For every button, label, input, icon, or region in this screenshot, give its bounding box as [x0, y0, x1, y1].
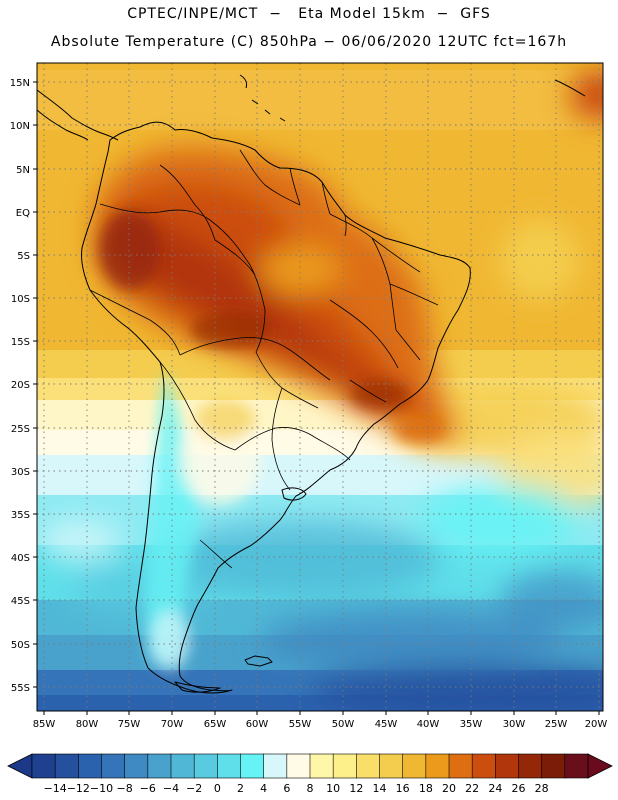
colorbar-swatch — [518, 753, 543, 779]
colorbar-swatch — [101, 753, 126, 779]
lon-label: 70W — [161, 719, 184, 730]
colorbar-swatch — [495, 753, 520, 779]
colorbar-tick-label: 0 — [213, 782, 221, 795]
south-america-coastline — [81, 121, 471, 694]
coastlines — [37, 74, 586, 694]
colorbar-tick-label: 14 — [372, 782, 387, 795]
colorbar-tick-label: 12 — [349, 782, 364, 795]
lat-label: 55S — [11, 683, 30, 694]
colorbar-swatch — [356, 753, 381, 779]
lon-label: 25W — [545, 719, 568, 730]
lon-label: 55W — [289, 719, 312, 730]
colorbar-tick-label: −10 — [89, 782, 114, 795]
colorbar-swatch — [564, 753, 589, 779]
colorbar — [7, 753, 613, 779]
colorbar-tick-label: 28 — [534, 782, 549, 795]
temperature-field — [37, 63, 603, 711]
colorbar-swatch — [402, 753, 427, 779]
colorbar-over-arrow — [587, 753, 613, 779]
lat-label: 35S — [11, 510, 30, 521]
latitude-labels: 15N 10N 5N EQ 5S 10S 15S 20S 25S 30S 35S… — [10, 78, 30, 694]
lat-label: 15S — [11, 337, 30, 348]
lat-label: 50S — [11, 640, 30, 651]
colorbar-swatch — [54, 753, 80, 779]
tick-marks — [33, 81, 600, 715]
colorbar-tick-label: 4 — [260, 782, 268, 795]
colorbar-tick-label: −14 — [43, 782, 67, 795]
central-america-coastline — [37, 89, 119, 141]
colorbar-swatch — [471, 753, 497, 779]
colorbar-tick-label: −4 — [162, 782, 180, 795]
colorbar-tick-label: 20 — [442, 782, 456, 795]
colorbar-tick-label: 10 — [326, 782, 341, 795]
falkland-islands — [244, 655, 273, 667]
colorbar-swatch — [332, 753, 358, 779]
colorbar-tick-label: 26 — [511, 782, 526, 795]
colorbar-tick-label: 24 — [488, 782, 503, 795]
colorbar-swatch — [170, 753, 195, 779]
colorbar-tick-label: −2 — [186, 782, 203, 795]
colorbar-under-arrow — [7, 753, 33, 779]
colorbar-swatch — [263, 753, 288, 779]
central-america-pacific — [37, 109, 89, 141]
colorbar-tick-label: 6 — [283, 782, 291, 795]
lat-label: 40S — [11, 553, 30, 564]
colorbar-tick-label: −12 — [66, 782, 90, 795]
lon-label: 65W — [204, 719, 227, 730]
caribbean-islands — [239, 74, 586, 122]
colorbar-tick-label: 8 — [306, 782, 314, 795]
colorbar-swatch — [147, 753, 172, 779]
colorbar-swatch — [31, 753, 56, 779]
lat-label: 10S — [11, 294, 30, 305]
colorbar-swatch — [78, 753, 103, 779]
lon-label: 50W — [332, 719, 355, 730]
lat-label: 30S — [11, 467, 30, 478]
colorbar-swatch — [425, 753, 450, 779]
longitude-labels: 85W 80W 75W 70W 65W 60W 55W 50W 45W 40W … — [33, 719, 608, 730]
colorbar-tick-label: −8 — [116, 782, 133, 795]
colorbar-swatch — [448, 753, 473, 779]
lon-label: 30W — [503, 719, 526, 730]
title-line-1: CPTEC/INPE/MCT − Eta Model 15km − GFS — [127, 6, 491, 22]
colorbar-swatch — [309, 753, 334, 779]
lake-uruguay-region — [281, 487, 307, 501]
map-frame — [36, 62, 604, 712]
lat-label: 20S — [11, 380, 30, 391]
lat-label: EQ — [16, 208, 30, 219]
lon-label: 60W — [246, 719, 269, 730]
graticule — [37, 63, 603, 711]
colorbar-tick-label: 2 — [237, 782, 244, 795]
country-borders — [89, 149, 439, 569]
lon-label: 35W — [460, 719, 483, 730]
title-line-2: Absolute Temperature (C) 850hPa − 06/06/… — [50, 34, 568, 50]
colorbar-tick-label: −6 — [139, 782, 156, 795]
colorbar-tick-label: 22 — [465, 782, 480, 795]
lat-label: 25S — [11, 424, 30, 435]
colorbar-swatch — [286, 753, 311, 779]
lat-label: 45S — [11, 596, 30, 607]
colorbar-swatch — [379, 753, 404, 779]
colorbar-swatch — [541, 753, 566, 779]
lat-label: 5S — [17, 251, 30, 262]
lon-label: 80W — [76, 719, 99, 730]
colorbar-swatch — [124, 753, 149, 779]
colorbar-tick-label: 16 — [395, 782, 410, 795]
lat-label: 10N — [10, 121, 30, 132]
tierra-del-fuego — [174, 681, 221, 693]
colorbar-tick-label: 18 — [418, 782, 433, 795]
lat-label: 5N — [16, 165, 30, 176]
colorbar-swatch — [217, 753, 242, 779]
lon-label: 20W — [585, 719, 608, 730]
colorbar-swatch — [240, 753, 265, 779]
lon-label: 40W — [417, 719, 440, 730]
lon-label: 85W — [33, 719, 56, 730]
lon-label: 45W — [375, 719, 398, 730]
lon-label: 75W — [118, 719, 141, 730]
lat-label: 15N — [10, 78, 30, 89]
colorbar-swatch — [193, 753, 219, 779]
